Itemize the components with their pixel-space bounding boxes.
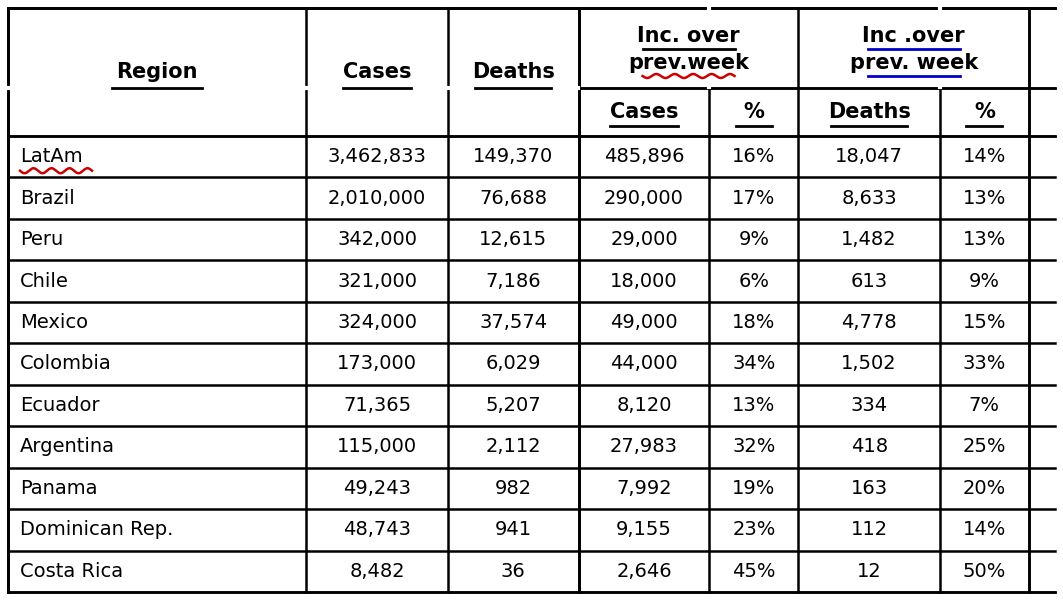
Text: 71,365: 71,365 <box>343 396 411 415</box>
Text: 44,000: 44,000 <box>610 355 678 373</box>
Text: 29,000: 29,000 <box>610 230 678 249</box>
Text: Cases: Cases <box>342 62 411 82</box>
Text: Mexico: Mexico <box>20 313 88 332</box>
Text: prev. week: prev. week <box>849 53 978 73</box>
Text: 15%: 15% <box>963 313 1006 332</box>
Text: 290,000: 290,000 <box>604 188 684 208</box>
Text: 9%: 9% <box>968 272 1000 290</box>
Text: Deaths: Deaths <box>472 62 555 82</box>
Text: 418: 418 <box>850 437 888 457</box>
Text: 13%: 13% <box>732 396 776 415</box>
Text: 18,000: 18,000 <box>610 272 678 290</box>
Text: Ecuador: Ecuador <box>20 396 100 415</box>
Text: 8,120: 8,120 <box>617 396 672 415</box>
Text: Panama: Panama <box>20 479 98 498</box>
Text: 37,574: 37,574 <box>479 313 547 332</box>
Text: 17%: 17% <box>732 188 776 208</box>
Text: 49,000: 49,000 <box>610 313 678 332</box>
Text: prev.week: prev.week <box>628 53 749 73</box>
Text: 50%: 50% <box>963 562 1006 581</box>
Text: 334: 334 <box>850 396 888 415</box>
Text: Dominican Rep.: Dominican Rep. <box>20 520 173 539</box>
Text: %: % <box>974 102 995 122</box>
Text: 16%: 16% <box>732 147 776 166</box>
Text: 321,000: 321,000 <box>337 272 417 290</box>
Text: %: % <box>743 102 764 122</box>
Text: 9%: 9% <box>739 230 770 249</box>
Text: 1,482: 1,482 <box>841 230 897 249</box>
Text: 149,370: 149,370 <box>473 147 554 166</box>
Text: 8,633: 8,633 <box>841 188 897 208</box>
Text: 27,983: 27,983 <box>610 437 678 457</box>
Text: Region: Region <box>117 62 198 82</box>
Text: 342,000: 342,000 <box>337 230 417 249</box>
Text: 18%: 18% <box>732 313 776 332</box>
Text: 14%: 14% <box>963 147 1006 166</box>
Text: 941: 941 <box>494 520 532 539</box>
Text: 12: 12 <box>857 562 881 581</box>
Text: 485,896: 485,896 <box>604 147 685 166</box>
Text: Inc .over: Inc .over <box>862 26 965 46</box>
Text: 613: 613 <box>850 272 888 290</box>
Text: 5,207: 5,207 <box>486 396 541 415</box>
Text: 25%: 25% <box>963 437 1006 457</box>
Text: 19%: 19% <box>732 479 776 498</box>
Text: 324,000: 324,000 <box>337 313 417 332</box>
Text: 982: 982 <box>494 479 532 498</box>
Text: 12,615: 12,615 <box>479 230 547 249</box>
Text: 13%: 13% <box>963 188 1006 208</box>
Text: 6%: 6% <box>739 272 770 290</box>
Text: 23%: 23% <box>732 520 776 539</box>
Text: Argentina: Argentina <box>20 437 115 457</box>
Text: Brazil: Brazil <box>20 188 74 208</box>
Text: 13%: 13% <box>963 230 1006 249</box>
Text: 115,000: 115,000 <box>337 437 417 457</box>
Text: 76,688: 76,688 <box>479 188 547 208</box>
Text: Costa Rica: Costa Rica <box>20 562 123 581</box>
Text: 3,462,833: 3,462,833 <box>327 147 426 166</box>
Text: 34%: 34% <box>732 355 776 373</box>
Text: 33%: 33% <box>963 355 1006 373</box>
Text: 14%: 14% <box>963 520 1006 539</box>
Text: Inc. over: Inc. over <box>637 26 740 46</box>
Text: Colombia: Colombia <box>20 355 112 373</box>
Text: 48,743: 48,743 <box>343 520 411 539</box>
Text: 2,010,000: 2,010,000 <box>328 188 426 208</box>
Text: 6,029: 6,029 <box>486 355 541 373</box>
Text: LatAm: LatAm <box>20 147 83 166</box>
Text: 163: 163 <box>850 479 888 498</box>
Text: 173,000: 173,000 <box>337 355 417 373</box>
Text: 1,502: 1,502 <box>841 355 897 373</box>
Text: 7,186: 7,186 <box>486 272 541 290</box>
Text: Peru: Peru <box>20 230 64 249</box>
Text: Chile: Chile <box>20 272 69 290</box>
Text: 49,243: 49,243 <box>343 479 411 498</box>
Text: 2,646: 2,646 <box>617 562 672 581</box>
Text: 45%: 45% <box>732 562 776 581</box>
Text: 9,155: 9,155 <box>617 520 672 539</box>
Text: 7,992: 7,992 <box>617 479 672 498</box>
Text: 18,047: 18,047 <box>836 147 904 166</box>
Text: 36: 36 <box>501 562 525 581</box>
Text: 32%: 32% <box>732 437 776 457</box>
Text: 112: 112 <box>850 520 888 539</box>
Text: 8,482: 8,482 <box>350 562 405 581</box>
Text: 4,778: 4,778 <box>841 313 897 332</box>
Text: 7%: 7% <box>968 396 1000 415</box>
Text: 20%: 20% <box>963 479 1006 498</box>
Text: 2,112: 2,112 <box>486 437 541 457</box>
Text: Deaths: Deaths <box>828 102 911 122</box>
Text: Cases: Cases <box>610 102 678 122</box>
